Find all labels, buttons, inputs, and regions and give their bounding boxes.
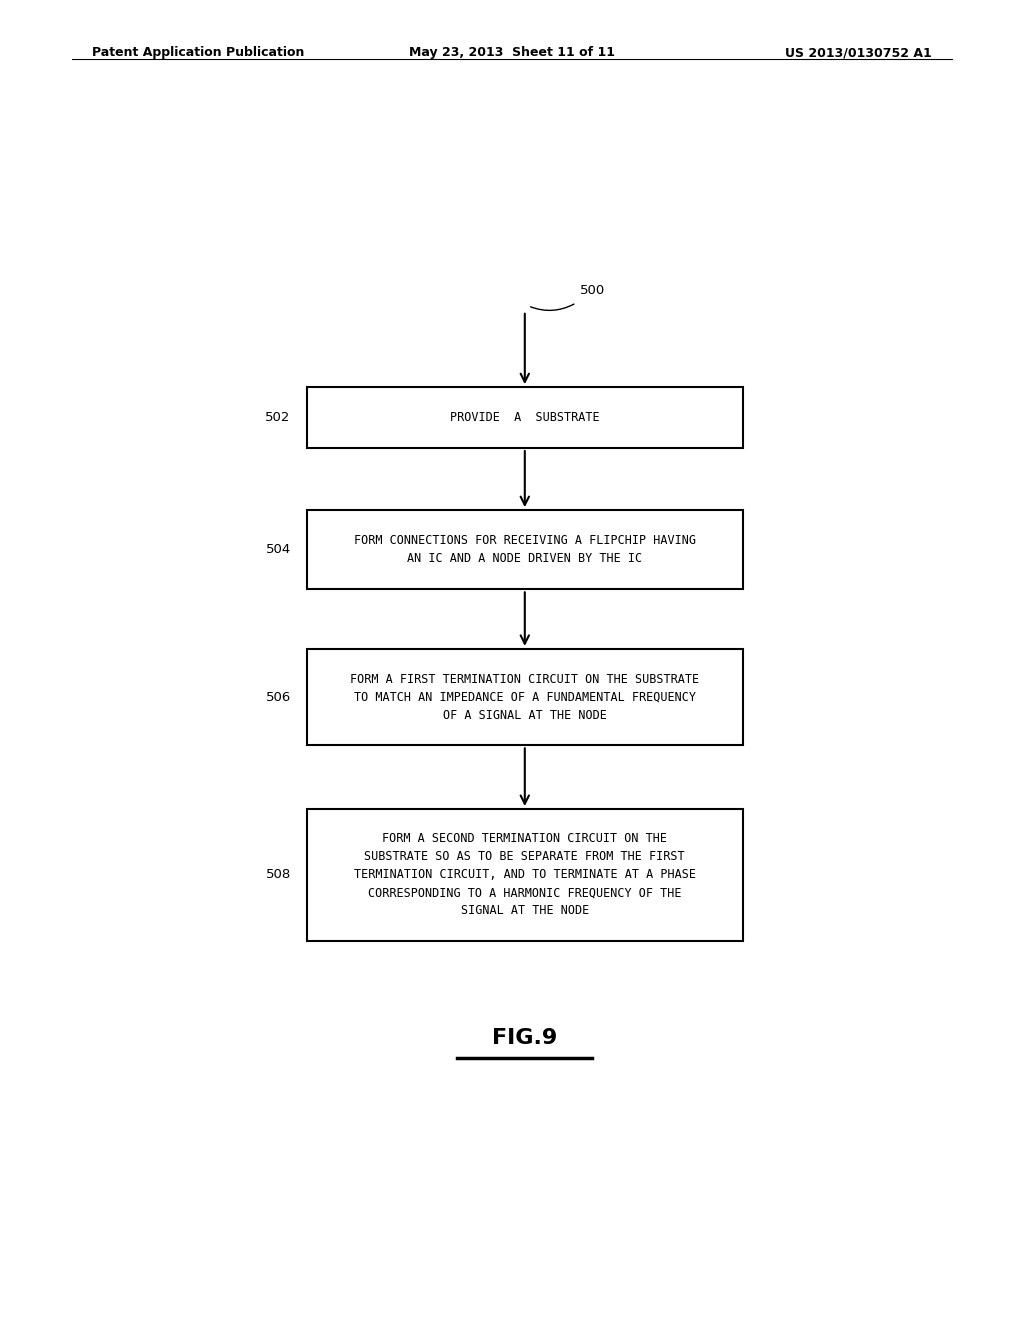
Text: FIG.9: FIG.9 (493, 1027, 557, 1048)
Text: 502: 502 (265, 411, 291, 424)
Text: PROVIDE  A  SUBSTRATE: PROVIDE A SUBSTRATE (450, 411, 600, 424)
Text: FORM A FIRST TERMINATION CIRCUIT ON THE SUBSTRATE
TO MATCH AN IMPEDANCE OF A FUN: FORM A FIRST TERMINATION CIRCUIT ON THE … (350, 673, 699, 722)
Bar (306, 649, 743, 746)
Bar (306, 809, 743, 941)
Text: 508: 508 (265, 869, 291, 882)
Text: May 23, 2013  Sheet 11 of 11: May 23, 2013 Sheet 11 of 11 (409, 46, 615, 59)
Text: 506: 506 (265, 690, 291, 704)
Text: 504: 504 (265, 544, 291, 556)
Text: US 2013/0130752 A1: US 2013/0130752 A1 (785, 46, 932, 59)
Bar (306, 387, 743, 447)
Bar (306, 510, 743, 589)
Text: 500: 500 (581, 284, 605, 297)
Text: FORM A SECOND TERMINATION CIRCUIT ON THE
SUBSTRATE SO AS TO BE SEPARATE FROM THE: FORM A SECOND TERMINATION CIRCUIT ON THE… (354, 833, 695, 917)
Text: Patent Application Publication: Patent Application Publication (92, 46, 304, 59)
Text: FORM CONNECTIONS FOR RECEIVING A FLIPCHIP HAVING
AN IC AND A NODE DRIVEN BY THE : FORM CONNECTIONS FOR RECEIVING A FLIPCHI… (354, 535, 695, 565)
